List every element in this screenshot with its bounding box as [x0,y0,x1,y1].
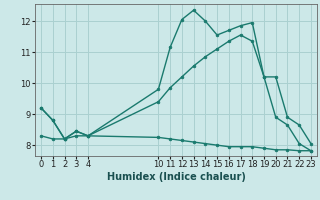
X-axis label: Humidex (Indice chaleur): Humidex (Indice chaleur) [107,172,245,182]
